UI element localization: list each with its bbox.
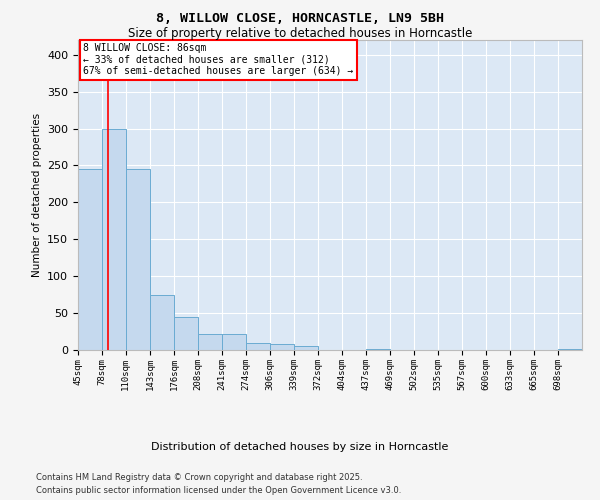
Bar — [558, 348, 582, 350]
Bar — [246, 342, 270, 350]
Text: Size of property relative to detached houses in Horncastle: Size of property relative to detached ho… — [128, 28, 472, 40]
Bar — [366, 348, 389, 350]
Bar — [222, 334, 246, 350]
Bar — [270, 344, 294, 350]
Bar — [198, 334, 222, 350]
Bar — [150, 294, 174, 350]
Bar — [102, 128, 126, 350]
Bar — [174, 317, 198, 350]
Text: Distribution of detached houses by size in Horncastle: Distribution of detached houses by size … — [151, 442, 449, 452]
Bar — [294, 346, 318, 350]
Text: Contains public sector information licensed under the Open Government Licence v3: Contains public sector information licen… — [36, 486, 401, 495]
Text: 8 WILLOW CLOSE: 86sqm
← 33% of detached houses are smaller (312)
67% of semi-det: 8 WILLOW CLOSE: 86sqm ← 33% of detached … — [83, 43, 353, 76]
Y-axis label: Number of detached properties: Number of detached properties — [32, 113, 41, 277]
Text: 8, WILLOW CLOSE, HORNCASTLE, LN9 5BH: 8, WILLOW CLOSE, HORNCASTLE, LN9 5BH — [156, 12, 444, 26]
Bar — [126, 169, 150, 350]
Bar — [78, 169, 102, 350]
Text: Contains HM Land Registry data © Crown copyright and database right 2025.: Contains HM Land Registry data © Crown c… — [36, 472, 362, 482]
